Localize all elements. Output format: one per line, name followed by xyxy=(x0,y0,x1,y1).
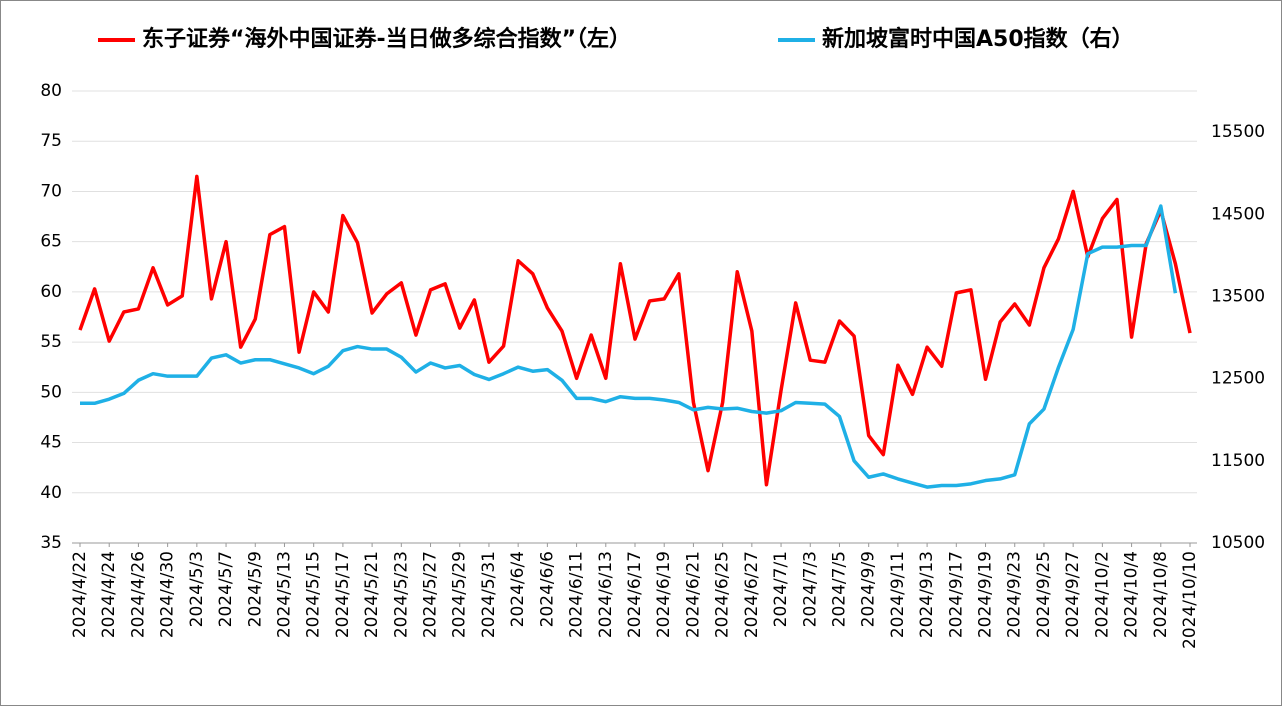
y2-tick-label: 15500 xyxy=(1211,122,1265,142)
x-tick-label: 2024/10/2 xyxy=(1092,551,1112,638)
x-tick-label: 2024/6/11 xyxy=(567,551,587,638)
x-tick-label: 2024/9/19 xyxy=(976,551,996,638)
x-tick-label: 2024/9/13 xyxy=(917,551,937,638)
y-tick-label: 65 xyxy=(40,232,62,252)
y-tick-label: 60 xyxy=(40,282,62,302)
legend-label: 东子证券“海外中国证券-当日做多综合指数”（左） xyxy=(142,26,631,52)
x-tick-label: 2024/9/9 xyxy=(859,551,879,627)
x-tick-label: 2024/9/17 xyxy=(946,551,966,638)
y-tick-label: 55 xyxy=(40,332,62,352)
x-tick-label: 2024/9/11 xyxy=(888,551,908,638)
x-tick-label: 2024/6/17 xyxy=(625,551,645,638)
x-tick-label: 2024/5/3 xyxy=(187,551,207,627)
x-tick-label: 2024/5/7 xyxy=(216,551,236,627)
x-tick-label: 2024/10/4 xyxy=(1122,551,1142,638)
x-tick-label: 2024/5/29 xyxy=(450,551,470,638)
x-tick-label: 2024/4/30 xyxy=(158,551,178,638)
series-line xyxy=(78,174,1192,487)
y2-tick-label: 13500 xyxy=(1211,286,1265,306)
y-tick-label: 70 xyxy=(40,181,62,201)
x-tick-label: 2024/5/17 xyxy=(333,551,353,638)
x-tick-label: 2024/5/21 xyxy=(362,551,382,638)
legend: 东子证券“海外中国证券-当日做多综合指数”（左） 新加坡富时中国A50指数（右） xyxy=(98,26,1134,52)
x-tick-label: 2024/4/24 xyxy=(99,551,119,638)
x-tick-label: 2024/10/8 xyxy=(1151,551,1171,638)
x-tick-label: 2024/5/23 xyxy=(391,551,411,638)
y-tick-label: 40 xyxy=(40,483,62,503)
x-tick-label: 2024/5/15 xyxy=(304,551,324,638)
x-tick-label: 2024/5/13 xyxy=(274,551,294,638)
x-tick-label: 2024/5/9 xyxy=(245,551,265,627)
y2-tick-label: 14500 xyxy=(1211,204,1265,224)
series-line xyxy=(80,204,1178,489)
y-tick-label: 45 xyxy=(40,433,62,453)
x-tick-label: 2024/6/4 xyxy=(508,551,528,627)
y-tick-label: 75 xyxy=(40,131,62,151)
x-tick-label: 2024/5/27 xyxy=(421,551,441,638)
y-tick-label: 35 xyxy=(40,533,62,553)
legend-label: 新加坡富时中国A50指数（右） xyxy=(822,26,1134,52)
x-tick-label: 2024/7/5 xyxy=(829,551,849,627)
x-tick-label: 2024/6/25 xyxy=(713,551,733,638)
x-tick-label: 2024/6/27 xyxy=(742,551,762,638)
x-tick-label: 2024/5/31 xyxy=(479,551,499,638)
x-tick-label: 2024/6/6 xyxy=(537,551,557,627)
y-tick-label: 50 xyxy=(40,382,62,402)
x-tick-label: 2024/9/27 xyxy=(1063,551,1083,638)
x-tick-label: 2024/10/10 xyxy=(1180,551,1200,649)
y2-tick-label: 10500 xyxy=(1211,533,1265,553)
x-tick-label: 2024/6/19 xyxy=(654,551,674,638)
x-tick-label: 2024/9/23 xyxy=(1005,551,1025,638)
x-tick-label: 2024/4/22 xyxy=(70,551,90,638)
x-tick-label: 2024/7/1 xyxy=(771,551,791,627)
x-tick-label: 2024/9/25 xyxy=(1034,551,1054,638)
x-tick-label: 2024/7/3 xyxy=(800,551,820,627)
y2-tick-label: 12500 xyxy=(1211,369,1265,389)
y2-tick-label: 11500 xyxy=(1211,451,1265,471)
x-tick-label: 2024/6/13 xyxy=(596,551,616,638)
y-tick-label: 80 xyxy=(40,81,62,101)
x-tick-label: 2024/6/21 xyxy=(683,551,703,638)
x-tick-label: 2024/4/26 xyxy=(128,551,148,638)
